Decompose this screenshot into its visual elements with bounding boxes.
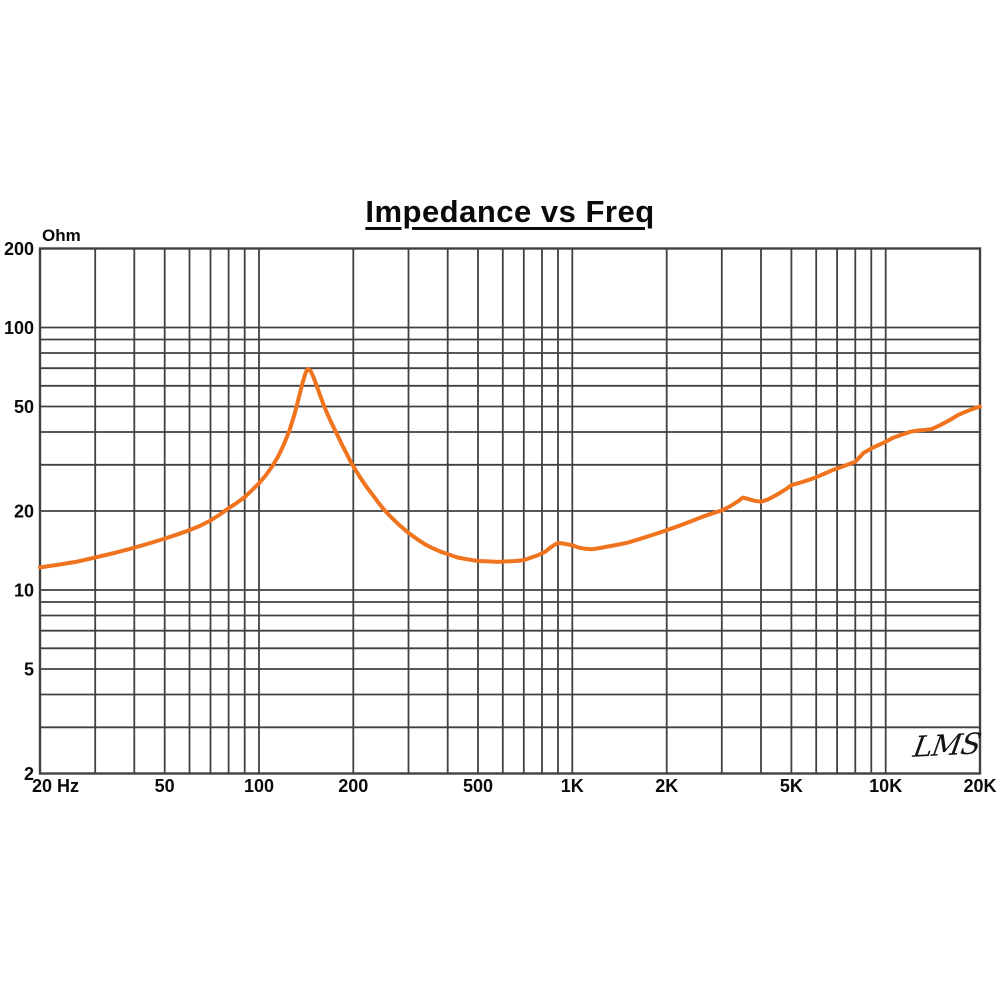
y-tick-label: 100 (4, 318, 34, 338)
x-tick-label: 200 (338, 776, 368, 796)
x-tick-label: 20K (963, 776, 996, 796)
y-tick-label: 50 (14, 397, 34, 417)
y-tick-label: 2 (24, 764, 34, 784)
y-tick-label: 5 (24, 660, 34, 680)
x-tick-label: 500 (463, 776, 493, 796)
plot-border (38, 247, 982, 775)
x-tick-label: 50 (155, 776, 175, 796)
x-tick-label: 20 Hz (32, 776, 79, 796)
x-tick-label: 1K (561, 776, 584, 796)
impedance-curve (38, 367, 982, 570)
y-axis-unit-label: Ohm (42, 226, 81, 245)
chart-title: Impedance vs Freq (365, 194, 655, 229)
y-tick-label: 200 (4, 239, 34, 259)
x-tick-label: 5K (780, 776, 803, 796)
x-tick-label: 10K (869, 776, 902, 796)
lms-watermark: LMS (910, 726, 983, 764)
y-tick-label: 20 (14, 502, 34, 522)
x-tick-label: 100 (244, 776, 274, 796)
y-tick-label: 10 (14, 581, 34, 601)
x-tick-label: 2K (655, 776, 678, 796)
